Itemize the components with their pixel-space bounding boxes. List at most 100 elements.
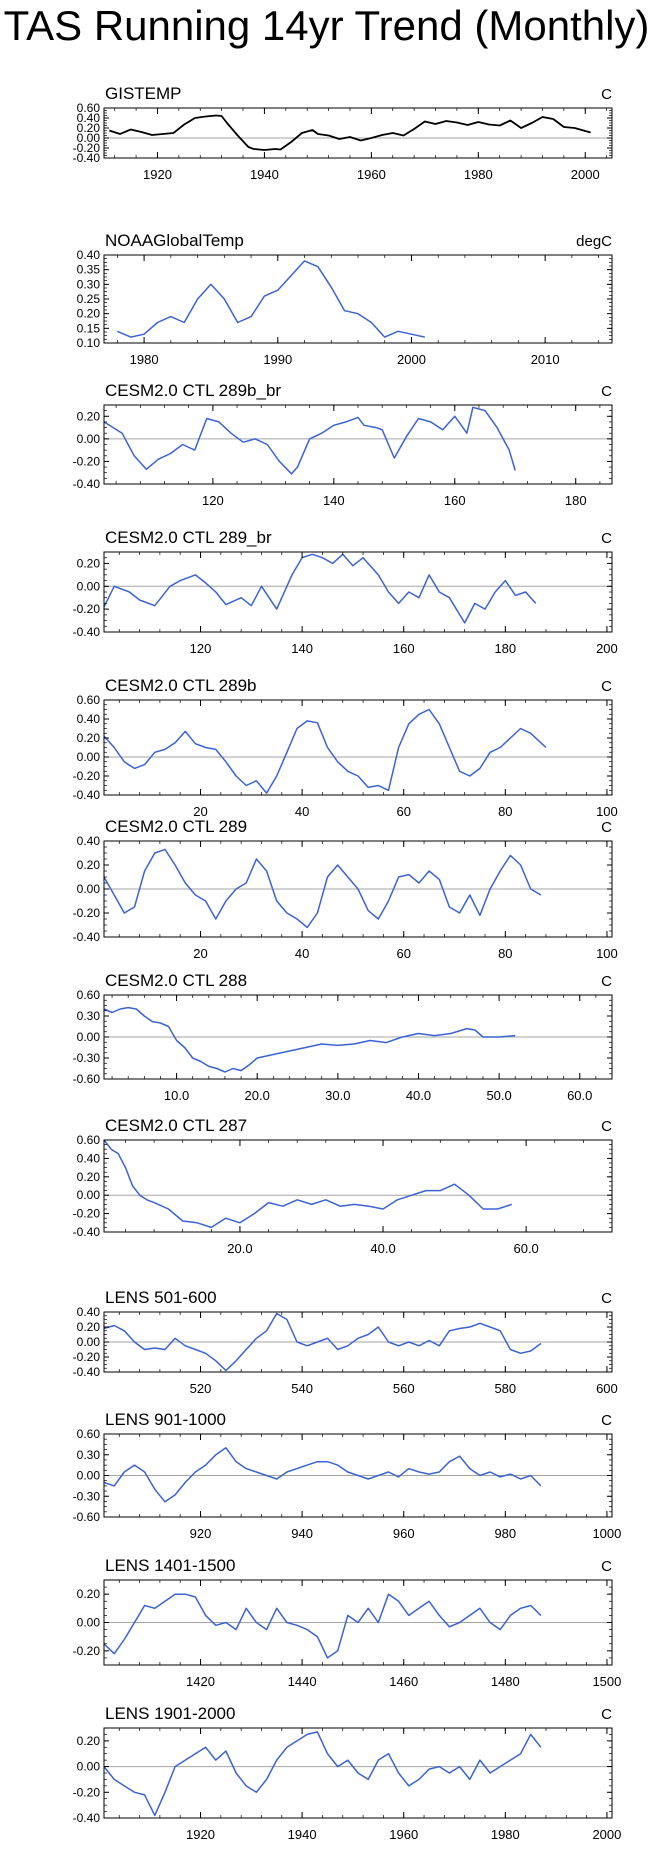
y-tick-label: -0.20 <box>73 1350 101 1364</box>
x-tick-label: 940 <box>291 1526 313 1541</box>
x-tick-label: 1920 <box>143 167 172 182</box>
series-line <box>103 1731 542 1817</box>
plot-frame <box>103 107 613 159</box>
y-tick-label: 0.00 <box>77 1760 101 1774</box>
x-tick-label: 1500 <box>592 1674 621 1689</box>
y-tick-label: 0.00 <box>77 1030 101 1044</box>
x-tick-label: 600 <box>596 1381 618 1396</box>
x-tick-label: 1920 <box>186 1827 215 1842</box>
chart-title: LENS 1401-1500 <box>105 1556 235 1575</box>
chart-unit: C <box>601 530 612 547</box>
y-tick-label: 0.00 <box>77 750 101 764</box>
chart-panel-5: CESM2.0 CTL 289b C -0.40 -0.20 0.00 0.20 0.40 0… <box>73 676 618 819</box>
y-tick-label: 0.60 <box>77 988 101 1002</box>
y-tick-label: -0.20 <box>73 1785 101 1799</box>
y-tick-label: 0.40 <box>77 834 101 848</box>
chart-panel-6: CESM2.0 CTL 289 C -0.40 -0.20 0.00 0.20 0.40 20… <box>73 817 618 961</box>
chart-panel-1: GISTEMP C -0.40-0.200.000.200.400.60 1920 19… <box>73 84 613 182</box>
x-tick-label: 980 <box>494 1526 516 1541</box>
chart-title: NOAAGlobalTemp <box>105 231 244 250</box>
chart-panel-8: CESM2.0 CTL 287 C -0.40 -0.20 0.00 0.20 0.40 0.… <box>73 1116 613 1256</box>
series-line <box>103 848 542 929</box>
y-tick-label: 0.40 <box>77 712 101 726</box>
y-tick-label: 0.20 <box>77 409 101 423</box>
y-tick-label: -0.40 <box>73 1365 101 1379</box>
chart-panel-9: LENS 501-600 C -0.40-0.200.000.200.40 520 54… <box>73 1288 618 1396</box>
x-tick-label: 80 <box>498 804 512 819</box>
chart-unit: C <box>601 819 612 836</box>
y-tick-label: -0.20 <box>73 906 101 920</box>
x-tick-label: 140 <box>323 493 345 508</box>
series-line <box>103 1006 516 1073</box>
y-tick-label: 0.60 <box>77 101 101 115</box>
chart-panel-2: NOAAGlobalTemp degC0.100.150.200.250.300.… <box>77 231 613 367</box>
x-tick-label: 20.0 <box>227 1241 252 1256</box>
x-tick-label: 60 <box>396 804 410 819</box>
x-tick-label: 1460 <box>389 1674 418 1689</box>
chart-panel-4: CESM2.0 CTL 289_br C -0.40 -0.20 0.00 0.20 120… <box>73 528 618 656</box>
chart-title: CESM2.0 CTL 289_br <box>105 528 272 547</box>
y-tick-label: -0.40 <box>73 477 101 491</box>
y-tick-label: 0.00 <box>77 1616 101 1630</box>
y-tick-label: 0.20 <box>77 556 101 570</box>
x-tick-label: 1990 <box>263 352 292 367</box>
y-tick-label: -0.60 <box>73 1510 101 1524</box>
x-tick-label: 2000 <box>397 352 426 367</box>
y-tick-label: 0.30 <box>77 1448 101 1462</box>
x-tick-label: 2000 <box>592 1827 621 1842</box>
y-tick-label: -0.40 <box>73 151 101 165</box>
chart-title: LENS 1901-2000 <box>105 1704 235 1723</box>
y-tick-label: -0.30 <box>73 1051 101 1065</box>
x-tick-label: 160 <box>393 641 415 656</box>
x-tick-label: 40.0 <box>370 1241 395 1256</box>
chart-unit: C <box>601 1558 612 1575</box>
y-tick-label: 0.00 <box>77 882 101 896</box>
chart-unit: degC <box>576 233 612 250</box>
x-tick-label: 1960 <box>389 1827 418 1842</box>
y-tick-label: -0.40 <box>73 1225 101 1239</box>
x-tick-label: 30.0 <box>325 1088 350 1103</box>
y-tick-label: -0.40 <box>73 930 101 944</box>
series-line <box>103 708 547 794</box>
series-line <box>103 406 516 475</box>
plot-frame <box>103 699 613 796</box>
chart-unit: C <box>601 973 612 990</box>
x-tick-label: 180 <box>565 493 587 508</box>
x-tick-label: 60.0 <box>567 1088 592 1103</box>
x-tick-label: 2000 <box>571 167 600 182</box>
chart-title: CESM2.0 CTL 289b_br <box>105 381 281 400</box>
y-tick-label: -0.40 <box>73 788 101 802</box>
x-tick-label: 10.0 <box>164 1088 189 1103</box>
y-tick-label: 0.20 <box>77 307 101 321</box>
chart-title: CESM2.0 CTL 289 <box>105 817 247 836</box>
chart-panel-3: CESM2.0 CTL 289b_br C -0.40 -0.20 0.00 0.20 12… <box>73 381 613 508</box>
y-tick-label: 0.00 <box>77 432 101 446</box>
y-tick-label: 0.00 <box>77 1469 101 1483</box>
x-tick-label: 100 <box>596 946 618 961</box>
x-tick-label: 1480 <box>491 1674 520 1689</box>
chart-unit: C <box>601 383 612 400</box>
y-tick-label: -0.20 <box>73 602 101 616</box>
y-tick-label: -0.20 <box>73 141 101 155</box>
y-tick-label: 0.20 <box>77 731 101 745</box>
x-tick-label: 120 <box>202 493 224 508</box>
x-tick-label: 20 <box>193 946 207 961</box>
y-tick-label: 0.30 <box>77 277 101 291</box>
x-tick-label: 540 <box>291 1381 313 1396</box>
plot-frame <box>103 551 613 633</box>
x-tick-label: 100 <box>596 804 618 819</box>
chart-unit: C <box>601 678 612 695</box>
series-line <box>117 260 425 338</box>
y-tick-label: 0.60 <box>77 1133 101 1147</box>
x-tick-label: 40.0 <box>406 1088 431 1103</box>
x-tick-label: 1980 <box>130 352 159 367</box>
y-tick-label: 0.40 <box>77 111 101 125</box>
y-tick-label: 0.20 <box>77 1734 101 1748</box>
y-tick-label: 0.00 <box>77 131 101 145</box>
x-tick-label: 60 <box>396 946 410 961</box>
page-title: TAS Running 14yr Trend (Monthly) <box>3 2 650 49</box>
y-tick-label: 0.10 <box>77 336 101 350</box>
x-tick-label: 1940 <box>250 167 279 182</box>
x-tick-label: 920 <box>190 1526 212 1541</box>
y-tick-label: -0.20 <box>73 1207 101 1221</box>
